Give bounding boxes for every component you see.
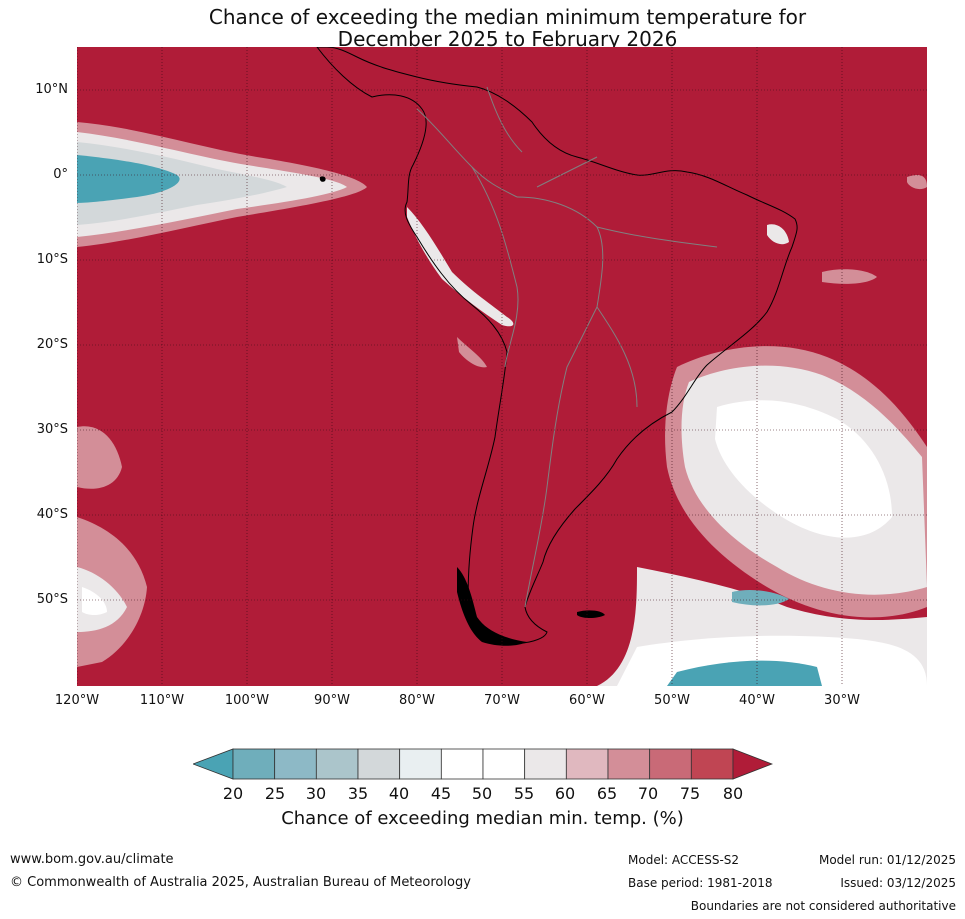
colorbar-cell bbox=[565, 748, 609, 780]
falkland-islands bbox=[577, 610, 605, 618]
colorbar-tick: 40 bbox=[388, 784, 410, 803]
colorbar-tick: 45 bbox=[430, 784, 452, 803]
colorbar-low-extend bbox=[193, 748, 234, 780]
colorbar-tick: 30 bbox=[305, 784, 327, 803]
ne-brazil-anomaly bbox=[767, 224, 789, 245]
lon-label-30w: 30°W bbox=[824, 693, 860, 708]
andes-patch bbox=[457, 337, 487, 368]
colorbar-label: Chance of exceeding median min. temp. (%… bbox=[281, 808, 684, 829]
south-atlantic-anomaly bbox=[597, 346, 927, 686]
colorbar-tick: 20 bbox=[222, 784, 244, 803]
footer-model-run: Model run: 01/12/2025 bbox=[818, 853, 956, 867]
footer-disclaimer: Boundaries are not considered authoritat… bbox=[690, 899, 956, 913]
title-line-1: Chance of exceeding the median minimum t… bbox=[208, 5, 807, 29]
colorbar bbox=[193, 748, 773, 780]
colorbar-cell bbox=[649, 748, 692, 780]
footer-url[interactable]: www.bom.gov.au/climate bbox=[10, 852, 174, 867]
colorbar-cell bbox=[357, 748, 401, 780]
footer-issued: Issued: 03/12/2025 bbox=[840, 876, 956, 890]
lon-label-40w: 40°W bbox=[739, 693, 775, 708]
lon-label-70w: 70°W bbox=[484, 693, 520, 708]
colorbar-tick: 35 bbox=[347, 784, 369, 803]
footer-model: Model: ACCESS-S2 bbox=[628, 853, 740, 867]
galapagos-islands bbox=[319, 176, 326, 182]
chilean-fjords bbox=[457, 567, 527, 646]
lon-label-110w: 110°W bbox=[139, 693, 185, 708]
footer-copyright: © Commonwealth of Australia 2025, Austra… bbox=[10, 875, 471, 890]
colorbar-cell bbox=[399, 748, 442, 780]
colorbar-cell bbox=[524, 748, 567, 780]
southeast-pacific-anomaly bbox=[77, 426, 147, 667]
colorbar-tick: 65 bbox=[596, 784, 618, 803]
lon-label-80w: 80°W bbox=[399, 693, 435, 708]
colorbar-tick: 50 bbox=[471, 784, 493, 803]
colorbar-cell bbox=[440, 748, 484, 780]
lon-label-60w: 60°W bbox=[569, 693, 605, 708]
lat-label-10n: 10°N bbox=[35, 82, 68, 97]
lon-label-50w: 50°W bbox=[654, 693, 690, 708]
lon-label-90w: 90°W bbox=[314, 693, 350, 708]
colorbar-tick: 25 bbox=[264, 784, 286, 803]
graticule bbox=[77, 47, 927, 686]
equatorial-pacific-anomaly bbox=[77, 122, 367, 247]
lon-label-100w: 100°W bbox=[224, 693, 270, 708]
colorbar-cells bbox=[232, 748, 734, 780]
colorbar-tick: 70 bbox=[637, 784, 659, 803]
colorbar-tick: 60 bbox=[554, 784, 576, 803]
colorbar-cell bbox=[315, 748, 359, 780]
title-line-2: December 2025 to February 2026 bbox=[337, 27, 678, 51]
colorbar-cell bbox=[232, 748, 276, 780]
atlantic-patch-2 bbox=[907, 175, 927, 190]
atlantic-patch bbox=[822, 269, 877, 284]
colorbar-tick: 75 bbox=[679, 784, 701, 803]
lat-label-0: 0° bbox=[53, 167, 68, 182]
south-america-coastline bbox=[316, 47, 798, 644]
country-borders bbox=[416, 86, 718, 608]
lat-label-10s: 10°S bbox=[36, 252, 68, 267]
footer-base-period: Base period: 1981-2018 bbox=[628, 876, 773, 890]
colorbar-cell bbox=[690, 748, 734, 780]
lat-label-50s: 50°S bbox=[36, 592, 68, 607]
colorbar-tick: 55 bbox=[513, 784, 535, 803]
colorbar-cell bbox=[482, 748, 526, 780]
map-title: Chance of exceeding the median minimum t… bbox=[0, 6, 965, 50]
map-panel bbox=[77, 47, 927, 686]
lat-label-20s: 20°S bbox=[36, 337, 68, 352]
colorbar-cell bbox=[607, 748, 651, 780]
colorbar-high-extend bbox=[732, 748, 773, 780]
lon-label-120w: 120°W bbox=[54, 693, 100, 708]
lat-label-30s: 30°S bbox=[36, 422, 68, 437]
colorbar-tick: 80 bbox=[722, 784, 744, 803]
peru-coastal-anomaly bbox=[407, 207, 514, 327]
colorbar-cell bbox=[274, 748, 317, 780]
lat-label-40s: 40°S bbox=[36, 507, 68, 522]
